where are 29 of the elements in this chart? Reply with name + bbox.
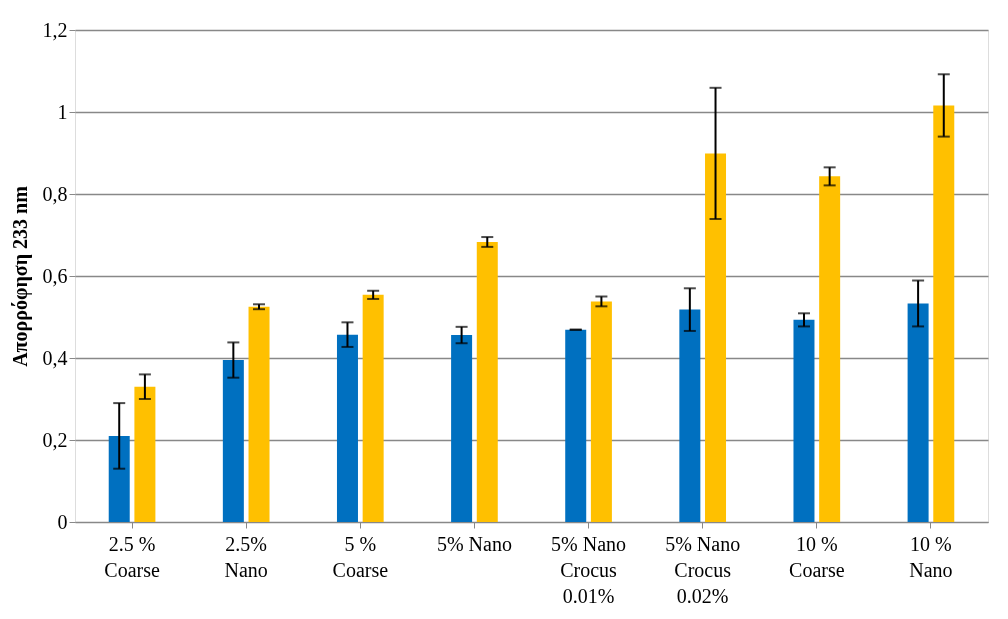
x-tick-label: 2.5 % Coarse bbox=[104, 532, 160, 581]
y-tick-label: 0 bbox=[57, 510, 68, 533]
y-tick-label: 0,2 bbox=[42, 428, 68, 451]
y-tick-label: 0,6 bbox=[42, 264, 68, 287]
bar bbox=[134, 386, 156, 522]
y-axis-title: Απορρόφηση 233 nm bbox=[8, 185, 32, 367]
x-tick-label: 5% Nano Crocus 0.01% bbox=[551, 532, 627, 607]
bar bbox=[222, 360, 244, 522]
y-tick-label: 0,4 bbox=[42, 346, 68, 369]
bar bbox=[907, 303, 929, 522]
bar bbox=[590, 301, 612, 522]
bar bbox=[705, 153, 727, 522]
bar bbox=[565, 329, 587, 522]
bar bbox=[793, 319, 815, 522]
bar bbox=[679, 309, 701, 522]
x-tick-label: 5 % Coarse bbox=[332, 532, 389, 581]
x-tick-label: 5% Nano bbox=[436, 532, 512, 555]
x-tick-label: 10 % Coarse bbox=[789, 532, 845, 581]
x-tick-label: 10 % Nano bbox=[909, 532, 953, 581]
bar bbox=[933, 105, 955, 522]
y-tick-label: 1,2 bbox=[42, 18, 68, 41]
x-tick-label: 2.5% Nano bbox=[224, 532, 268, 581]
bar bbox=[451, 335, 473, 522]
y-tick-label: 0,8 bbox=[42, 182, 68, 205]
x-tick-label: 5% Nano Crocus 0.02% bbox=[665, 532, 741, 607]
bar bbox=[336, 334, 358, 522]
bar bbox=[819, 176, 841, 522]
bar bbox=[108, 435, 130, 522]
y-tick-label: 1 bbox=[57, 100, 68, 123]
